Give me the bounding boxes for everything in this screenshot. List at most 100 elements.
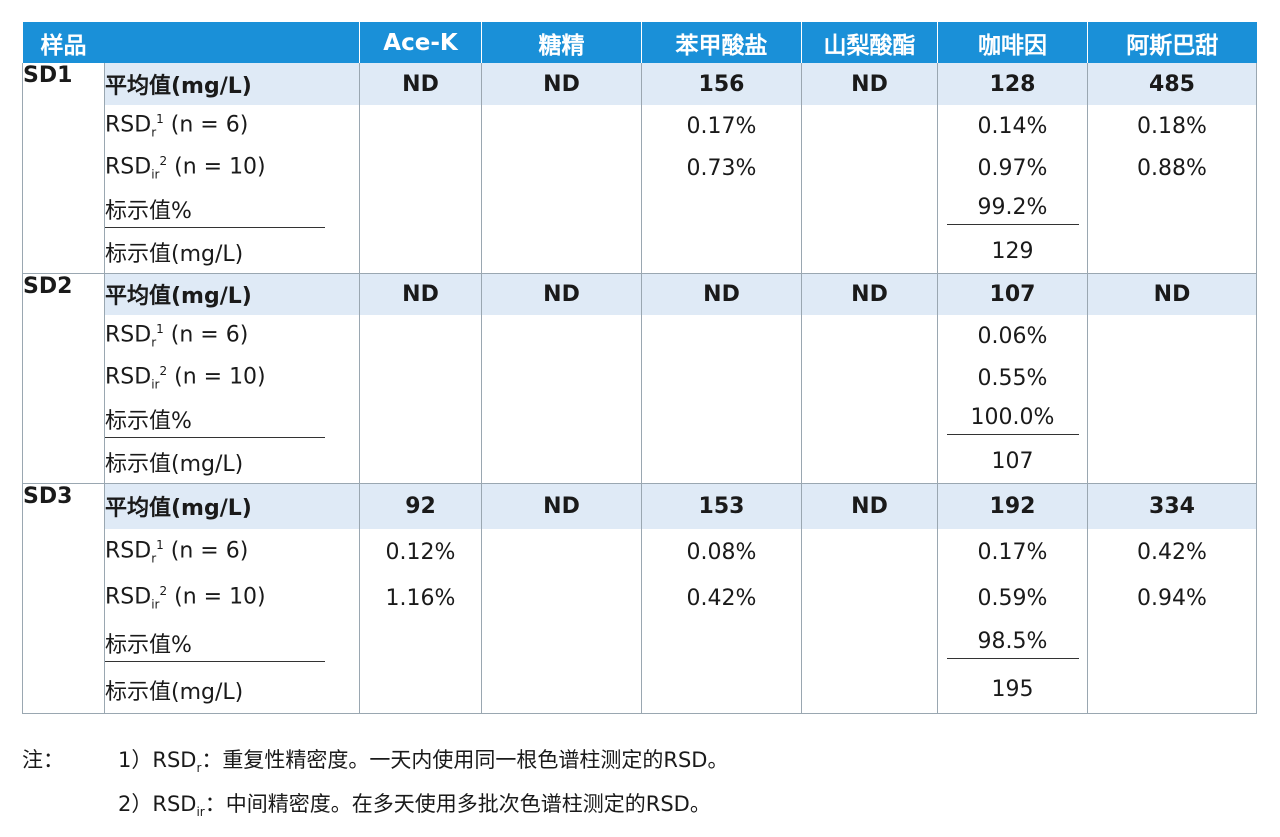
table-cell: 0.55%	[937, 357, 1088, 399]
table-cell: 0.97%	[937, 147, 1088, 189]
notes-label: 注：	[22, 748, 64, 772]
table-row: RSDr1 (n = 6) 0.12% 0.08% 0.17% 0.42%	[23, 529, 1257, 575]
param-label-mgl: 标示值(mg/L)	[104, 667, 360, 714]
table-cell: ND	[481, 273, 642, 315]
table-cell	[641, 231, 802, 274]
param-rsd-ir: RSDir2 (n = 10)	[105, 154, 266, 182]
table-cell	[481, 621, 642, 667]
table-cell: 107	[937, 441, 1088, 484]
table-cell	[359, 189, 482, 231]
table-cell	[481, 357, 642, 399]
table-cell	[1087, 231, 1257, 274]
table-cell	[359, 147, 482, 189]
table-row: RSDir2 (n = 10) 1.16% 0.42% 0.59% 0.94%	[23, 575, 1257, 621]
sample-name: SD3	[22, 483, 105, 714]
table-cell: 0.08%	[641, 529, 802, 575]
table-row: 标示值% 99.2%	[23, 189, 1257, 231]
table-cell	[1087, 621, 1257, 667]
table-cell: 107	[937, 273, 1088, 315]
table-cell	[801, 105, 938, 147]
param-label-pct: 标示值%	[105, 189, 360, 231]
header-aspartame: 阿斯巴甜	[1087, 22, 1257, 63]
table-cell	[481, 231, 642, 274]
table-cell: ND	[359, 63, 482, 105]
param-label-pct: 标示值%	[105, 621, 360, 667]
param-label-mgl: 标示值(mg/L)	[104, 231, 360, 274]
table-cell: ND	[801, 483, 938, 529]
note-2: 2）RSDir：中间精密度。在多天使用多批次色谱柱测定的RSD。	[118, 792, 711, 820]
table-cell: 0.17%	[937, 529, 1088, 575]
table-cell: 0.17%	[641, 105, 802, 147]
table-cell	[641, 621, 802, 667]
results-table: 样品 Ace-K 糖精 苯甲酸盐 山梨酸酯 咖啡因 阿斯巴甜 SD1 平均值(mg…	[22, 22, 1257, 714]
table-cell: 0.42%	[1087, 529, 1257, 575]
table-cell	[801, 575, 938, 621]
sample-name: SD1	[22, 63, 105, 274]
table-cell	[801, 315, 938, 357]
table-cell: ND	[481, 63, 642, 105]
table-cell	[359, 231, 482, 274]
table-row: 标示值(mg/L) 129	[23, 231, 1257, 274]
table-cell: 485	[1087, 63, 1257, 105]
table-row: RSDr1 (n = 6) 0.17% 0.14% 0.18%	[23, 105, 1257, 147]
table-cell	[801, 189, 938, 231]
table-cell	[359, 315, 482, 357]
table-cell	[1087, 441, 1257, 484]
table-cell	[801, 231, 938, 274]
table-cell: 0.88%	[1087, 147, 1257, 189]
table-row: RSDir2 (n = 10) 0.73% 0.97% 0.88%	[23, 147, 1257, 189]
table-cell: 0.14%	[937, 105, 1088, 147]
table-cell: 98.5%	[937, 621, 1088, 667]
table-cell: 0.06%	[937, 315, 1088, 357]
table-cell: 128	[937, 63, 1088, 105]
header-sample: 样品	[22, 22, 360, 63]
param-mean: 平均值(mg/L)	[104, 273, 360, 315]
table-cell	[481, 575, 642, 621]
table-cell	[641, 357, 802, 399]
table-cell: 0.12%	[359, 529, 482, 575]
table-cell: 192	[937, 483, 1088, 529]
table-cell	[641, 315, 802, 357]
table-cell	[481, 399, 642, 441]
table-cell	[1087, 189, 1257, 231]
param-rsd-ir: RSDir2 (n = 10)	[105, 584, 266, 612]
table-row: RSDr1 (n = 6) 0.06%	[23, 315, 1257, 357]
table-cell	[481, 441, 642, 484]
header-row: 样品 Ace-K 糖精 苯甲酸盐 山梨酸酯 咖啡因 阿斯巴甜	[22, 22, 1257, 63]
table-cell: 153	[641, 483, 802, 529]
table-cell	[801, 667, 938, 714]
param-rsd-ir: RSDir2 (n = 10)	[105, 364, 266, 392]
table-cell	[641, 667, 802, 714]
table-cell: 100.0%	[937, 399, 1088, 441]
table-cell: ND	[641, 273, 802, 315]
table-cell	[801, 147, 938, 189]
table-cell: ND	[801, 63, 938, 105]
table-cell: 0.73%	[641, 147, 802, 189]
table-cell: 99.2%	[937, 189, 1088, 231]
table-row: 标示值(mg/L) 195	[23, 667, 1257, 714]
table-cell	[359, 357, 482, 399]
table-cell	[1087, 667, 1257, 714]
table-row: SD2 平均值(mg/L) ND ND ND ND 107 ND	[22, 273, 1257, 484]
param-label-mgl: 标示值(mg/L)	[104, 441, 360, 484]
table-cell	[1087, 357, 1257, 399]
param-label-pct: 标示值%	[105, 399, 360, 441]
param-rsd-r: RSDr1 (n = 6)	[105, 538, 249, 566]
header-benzoate: 苯甲酸盐	[641, 22, 802, 63]
table-cell: ND	[1087, 273, 1257, 315]
table-row: 标示值% 100.0%	[23, 399, 1257, 441]
table-cell	[359, 399, 482, 441]
header-ace-k: Ace-K	[359, 22, 482, 63]
param-mean: 平均值(mg/L)	[104, 63, 360, 105]
table-cell	[1087, 315, 1257, 357]
header-sorbate: 山梨酸酯	[801, 22, 938, 63]
table-cell	[481, 529, 642, 575]
table-cell: 195	[937, 667, 1088, 714]
table-cell	[481, 147, 642, 189]
table-cell	[641, 189, 802, 231]
table-cell	[359, 621, 482, 667]
table-row: RSDir2 (n = 10) 0.55%	[23, 357, 1257, 399]
table-cell: 92	[359, 483, 482, 529]
table-cell: 334	[1087, 483, 1257, 529]
table-cell	[359, 105, 482, 147]
